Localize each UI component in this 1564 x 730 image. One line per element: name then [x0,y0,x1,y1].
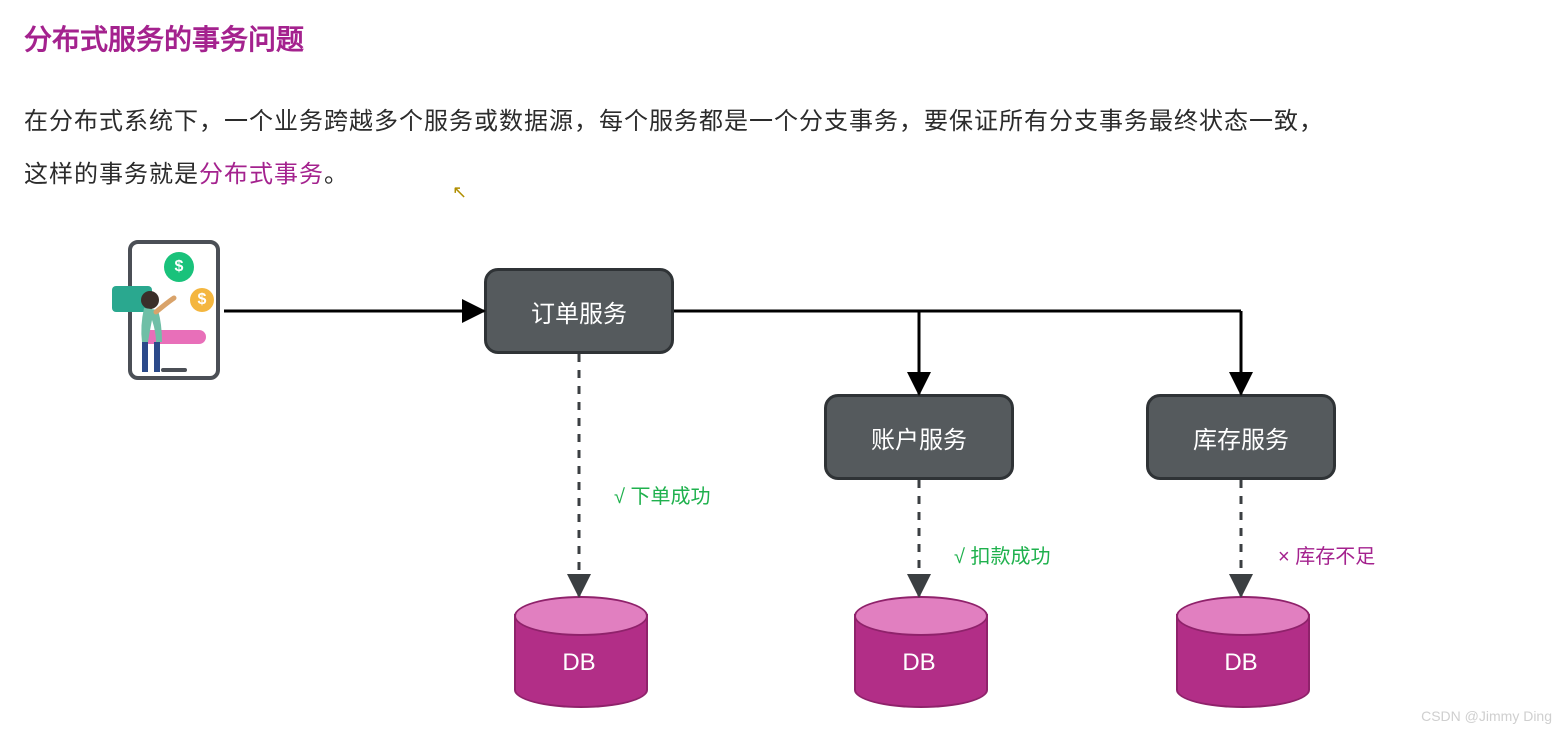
status-text: 库存不足 [1295,546,1375,568]
db-label: DB [1176,649,1306,677]
db-top [1176,596,1310,636]
node-stock-service: 库存服务 [1146,394,1336,480]
db-label: DB [514,649,644,677]
status-symbol: × [1278,546,1290,568]
description-paragraph: 在分布式系统下，一个业务跨越多个服务或数据源，每个服务都是一个分支事务，要保证所… [24,96,1324,202]
node-account-service: 账户服务 [824,394,1014,480]
desc-line2-prefix: 这样的事务就是 [24,161,199,188]
status-stock-fail: × 库存不足 [1278,540,1375,569]
node-order-service: 订单服务 [484,268,674,354]
desc-line1: 在分布式系统下，一个业务跨越多个服务或数据源，每个服务都是一个分支事务，要保证所… [24,108,1324,135]
db-account: DB [854,596,984,706]
status-text: 扣款成功 [971,546,1051,568]
coin-green-icon: $ [164,252,194,282]
status-text: 下单成功 [631,486,711,508]
status-symbol: √ [614,486,625,508]
db-label: DB [854,649,984,677]
status-symbol: √ [954,546,965,568]
desc-highlight: 分布式事务 [199,161,324,188]
desc-suffix: 。 [324,161,349,188]
db-order: DB [514,596,644,706]
watermark: CSDN @Jimmy Ding [1421,708,1552,724]
cursor-icon: ↖ [452,182,467,203]
status-order-success: √ 下单成功 [614,480,711,509]
db-top [854,596,988,636]
status-account-success: √ 扣款成功 [954,540,1051,569]
db-top [514,596,648,636]
db-stock: DB [1176,596,1306,706]
page-title: 分布式服务的事务问题 [24,18,304,58]
solid-edges [224,311,1241,394]
coin-yellow-icon: $ [190,288,214,312]
person-icon [134,290,178,376]
client-phone-icon: $ $ [128,240,220,380]
